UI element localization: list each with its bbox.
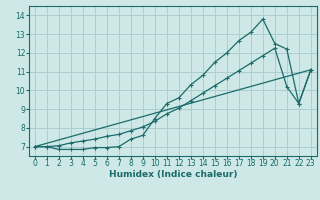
X-axis label: Humidex (Indice chaleur): Humidex (Indice chaleur) — [108, 170, 237, 179]
